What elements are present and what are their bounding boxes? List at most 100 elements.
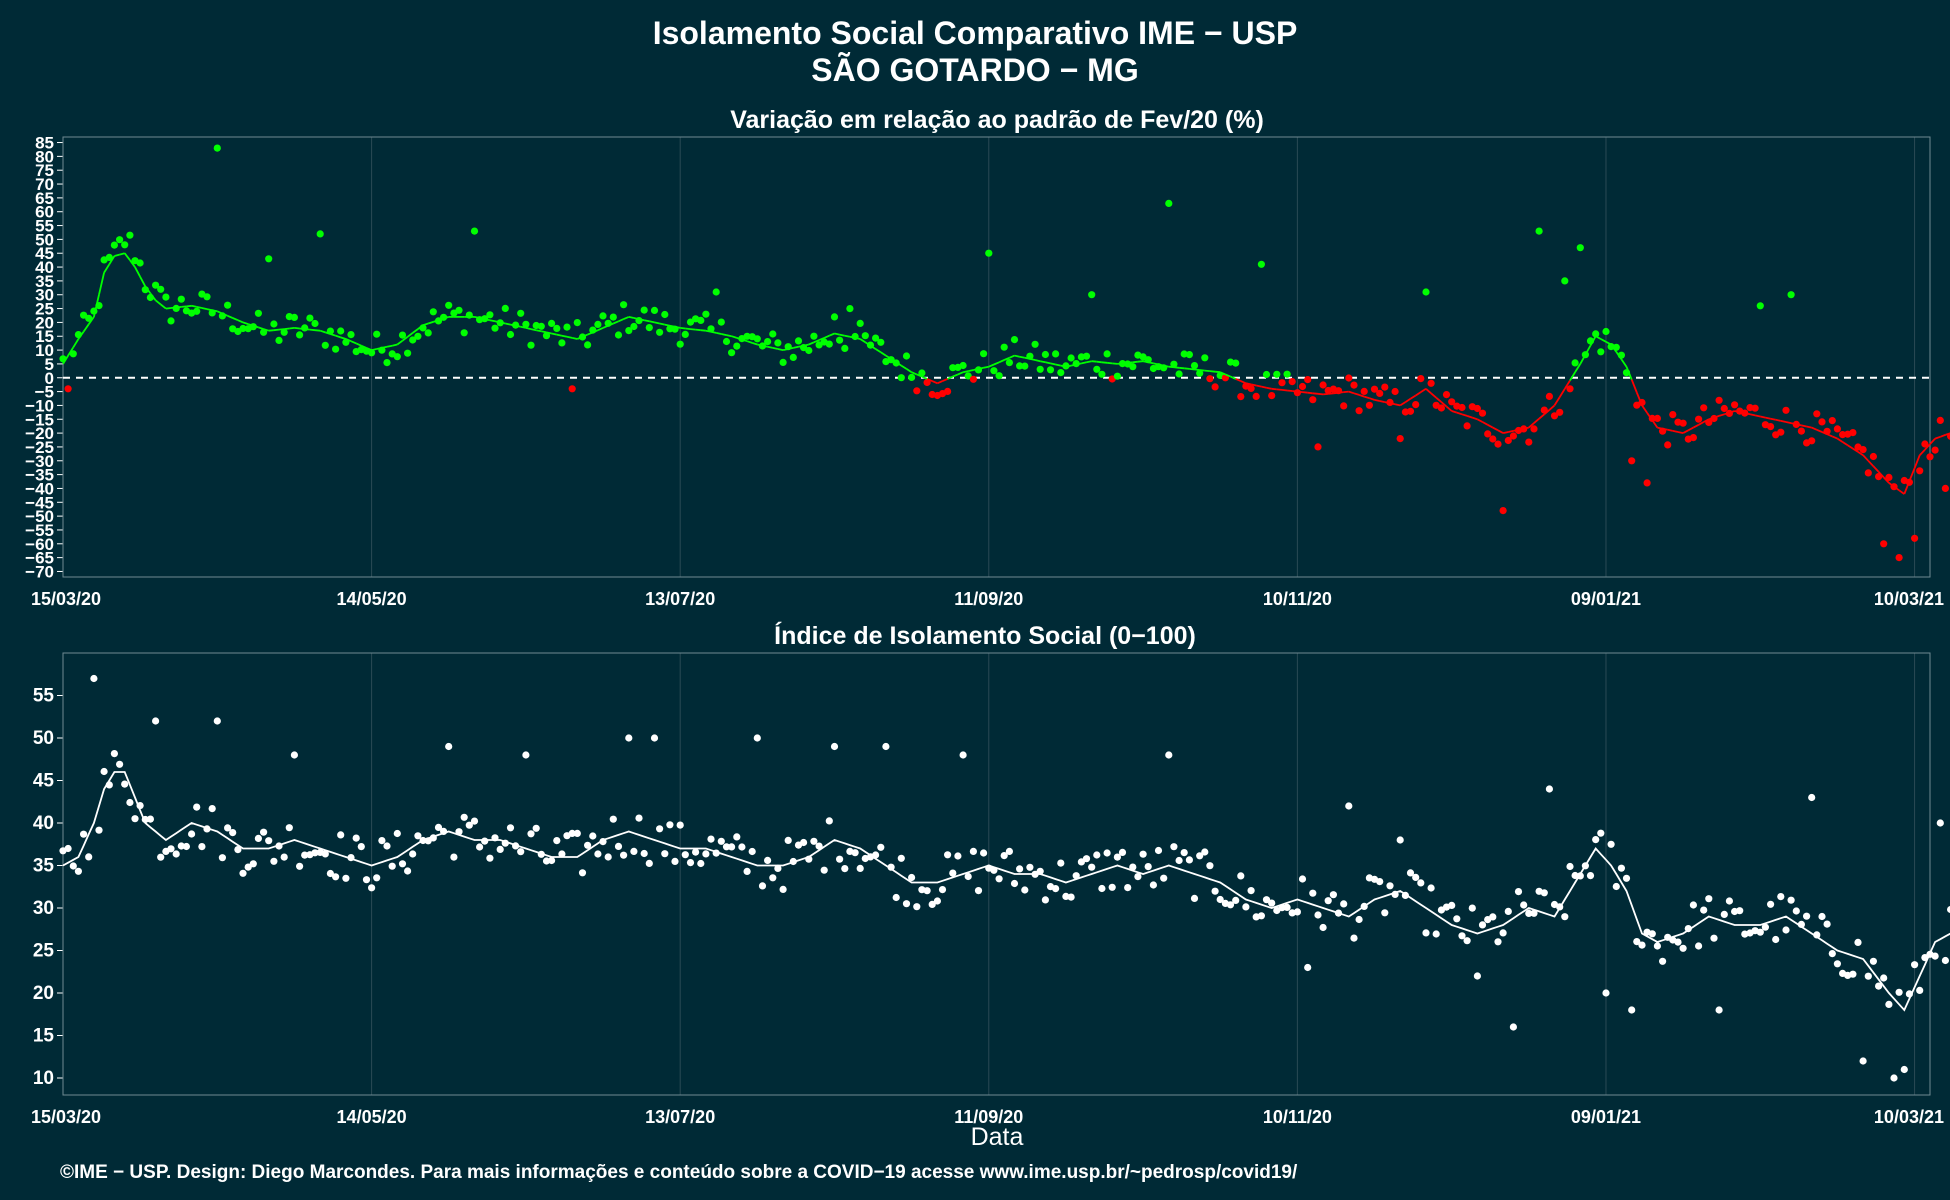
moving-average-segment [916, 373, 923, 378]
data-point [1772, 935, 1780, 944]
data-point [290, 313, 298, 321]
data-point [620, 301, 628, 309]
moving-average-segment [1091, 360, 1097, 363]
data-point [347, 331, 355, 339]
moving-average-segment [1508, 430, 1514, 433]
moving-average-segment [1729, 410, 1735, 414]
data-point [779, 358, 787, 366]
moving-average-segment [242, 321, 249, 325]
y-tick-label: 0 [45, 369, 54, 388]
data-point [1031, 340, 1039, 348]
data-point [1293, 908, 1301, 916]
y-tick-label: 35 [33, 856, 55, 877]
data-point [1355, 915, 1363, 924]
data-point [1504, 436, 1512, 445]
moving-average-segment [1677, 431, 1684, 434]
data-point [409, 336, 417, 344]
data-point [686, 859, 695, 867]
y-tick-label: −15 [25, 410, 54, 429]
moving-average-segment [1558, 388, 1566, 398]
moving-average-segment [1081, 361, 1087, 365]
data-point [1376, 878, 1384, 886]
data-point [1787, 291, 1795, 299]
data-point [1530, 909, 1538, 917]
data-point [527, 341, 535, 349]
moving-average-segment [309, 328, 316, 332]
moving-average-segment [1112, 362, 1118, 365]
data-point [722, 843, 731, 851]
moving-average-segment [1374, 399, 1380, 402]
moving-average-segment [536, 329, 542, 333]
data-point [1180, 849, 1188, 857]
x-tick-label: 10/03/21 [1874, 1107, 1944, 1127]
panel2-title: Índice de Isolamento Social (0−100) [774, 621, 1196, 650]
data-point [1052, 885, 1060, 893]
moving-average-segment [186, 304, 192, 308]
data-point [1427, 379, 1435, 387]
data-point [836, 336, 844, 344]
data-point [85, 314, 93, 322]
data-point [1129, 863, 1137, 871]
data-point [856, 864, 864, 873]
moving-average-segment [401, 336, 409, 342]
moving-average-segment [1528, 422, 1535, 429]
moving-average-segment [576, 335, 583, 340]
data-point [1442, 391, 1451, 399]
data-point [198, 843, 206, 851]
data-point [1731, 401, 1739, 409]
data-point [1365, 401, 1373, 409]
moving-average-segment [1924, 443, 1931, 451]
data-point [1679, 419, 1687, 427]
moving-average-segment [119, 252, 125, 256]
data-point [398, 331, 407, 339]
data-point [969, 847, 978, 856]
moving-average-segment [376, 347, 383, 350]
moving-average-segment [998, 359, 1005, 364]
data-point [1016, 362, 1024, 370]
moving-average-segment [1019, 355, 1025, 359]
data-point [548, 319, 556, 327]
data-point [116, 236, 124, 244]
moving-average-segment [561, 334, 568, 338]
y-tick-label: −50 [25, 507, 54, 526]
data-point [1226, 901, 1235, 909]
moving-average-segment [864, 341, 871, 347]
data-point [64, 385, 72, 393]
moving-average-segment [607, 322, 614, 327]
moving-average-segment [1589, 335, 1597, 346]
data-point [1890, 1074, 1898, 1082]
moving-average-segment [1754, 414, 1761, 418]
moving-average-segment [412, 328, 419, 334]
data-point [841, 344, 849, 352]
moving-average-segment [1173, 366, 1180, 369]
moving-average-segment [1502, 431, 1509, 434]
data-point [1154, 846, 1163, 855]
x-tick-label: 11/09/20 [954, 1107, 1023, 1127]
data-point [1329, 891, 1337, 899]
moving-average-segment [1523, 426, 1529, 430]
data-point [820, 866, 828, 874]
moving-average-segment [268, 329, 274, 332]
moving-average-segment [1867, 460, 1875, 467]
moving-average-segment [1404, 398, 1411, 403]
moving-average-segment [1625, 366, 1633, 380]
moving-average-segment [505, 322, 511, 326]
moving-average-segment [592, 329, 599, 334]
data-point [337, 831, 345, 839]
data-point [1478, 921, 1487, 929]
moving-average-segment [1034, 359, 1041, 363]
moving-average-segment [1060, 364, 1067, 368]
data-point [712, 288, 720, 296]
moving-average-segment [1194, 368, 1200, 371]
y-tick-label: 55 [35, 217, 54, 236]
moving-average-segment [1245, 382, 1252, 386]
moving-average-segment [926, 378, 933, 382]
moving-average-segment [859, 338, 866, 344]
data-point [321, 341, 329, 349]
moving-average-segment [798, 344, 804, 348]
data-point [594, 320, 602, 328]
y-tick-label: −55 [25, 521, 54, 540]
data-point [1165, 199, 1173, 207]
moving-average-segment [1219, 371, 1226, 376]
